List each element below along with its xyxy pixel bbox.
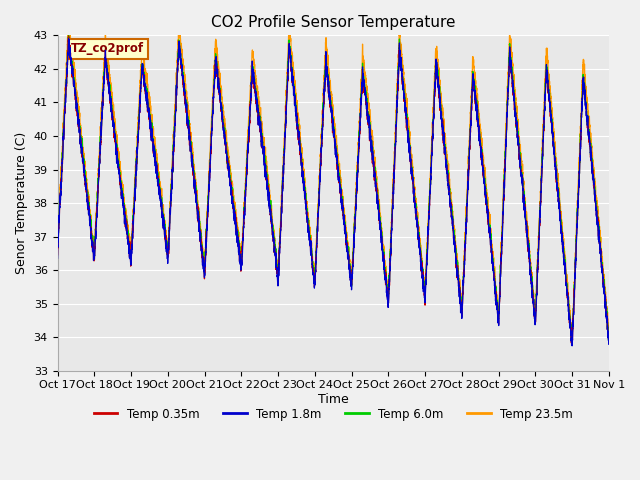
- Y-axis label: Senor Temperature (C): Senor Temperature (C): [15, 132, 28, 274]
- Temp 6.0m: [396, 59, 404, 65]
- Temp 6.0m: [74, 115, 82, 120]
- Legend: Temp 0.35m, Temp 1.8m, Temp 6.0m, Temp 23.5m: Temp 0.35m, Temp 1.8m, Temp 6.0m, Temp 2…: [89, 403, 577, 425]
- Temp 23.5m: [412, 205, 420, 211]
- Temp 23.5m: [330, 119, 338, 124]
- Temp 1.8m: [280, 163, 287, 168]
- Temp 23.5m: [502, 120, 510, 125]
- Temp 6.0m: [280, 155, 287, 161]
- Temp 1.8m: [65, 36, 72, 41]
- Temp 23.5m: [54, 242, 61, 248]
- Temp 6.0m: [412, 214, 420, 219]
- Temp 23.5m: [65, 26, 72, 32]
- Temp 23.5m: [74, 102, 82, 108]
- Line: Temp 23.5m: Temp 23.5m: [58, 29, 640, 353]
- Temp 1.8m: [396, 61, 404, 67]
- Temp 0.35m: [502, 139, 510, 144]
- Temp 1.8m: [502, 139, 510, 145]
- Temp 23.5m: [280, 147, 287, 153]
- Temp 1.8m: [54, 255, 61, 261]
- X-axis label: Time: Time: [318, 393, 349, 406]
- Temp 0.35m: [330, 132, 338, 138]
- Temp 6.0m: [54, 243, 61, 249]
- Line: Temp 0.35m: Temp 0.35m: [58, 36, 640, 358]
- Temp 6.0m: [502, 132, 510, 138]
- Line: Temp 6.0m: Temp 6.0m: [58, 36, 640, 357]
- Temp 0.35m: [65, 33, 72, 39]
- Temp 0.35m: [74, 118, 82, 123]
- Title: CO2 Profile Sensor Temperature: CO2 Profile Sensor Temperature: [211, 15, 456, 30]
- Text: TZ_co2prof: TZ_co2prof: [71, 42, 145, 55]
- Temp 6.0m: [65, 33, 72, 38]
- Temp 0.35m: [412, 214, 420, 219]
- Temp 0.35m: [54, 252, 61, 258]
- Temp 6.0m: [330, 129, 338, 134]
- Temp 0.35m: [396, 61, 404, 67]
- Line: Temp 1.8m: Temp 1.8m: [58, 38, 640, 360]
- Temp 0.35m: [280, 161, 287, 167]
- Temp 23.5m: [396, 43, 404, 48]
- Temp 1.8m: [74, 117, 82, 122]
- Temp 1.8m: [330, 132, 338, 137]
- Temp 1.8m: [412, 217, 420, 223]
